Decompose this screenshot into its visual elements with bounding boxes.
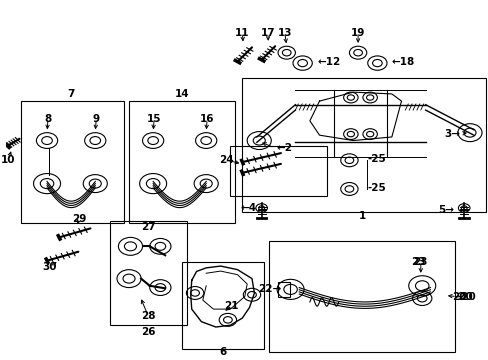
Text: 27: 27 — [141, 222, 155, 231]
Text: 11: 11 — [235, 28, 249, 38]
Bar — [129, 101, 235, 223]
Text: ←2: ←2 — [276, 143, 291, 153]
Bar — [182, 262, 264, 348]
Text: 19: 19 — [350, 28, 365, 38]
Text: 7: 7 — [67, 89, 74, 99]
Text: 29: 29 — [72, 215, 86, 224]
Bar — [268, 241, 454, 352]
Bar — [109, 221, 186, 325]
Text: 13: 13 — [277, 28, 291, 38]
Text: -25: -25 — [367, 183, 386, 193]
Text: 5→: 5→ — [438, 206, 454, 216]
Text: 21: 21 — [224, 301, 239, 311]
Text: -20: -20 — [457, 292, 476, 302]
Bar — [242, 78, 485, 212]
Text: 24: 24 — [219, 155, 234, 165]
Bar — [230, 146, 326, 196]
Text: -20: -20 — [454, 292, 472, 302]
Text: ←12: ←12 — [316, 57, 340, 67]
Text: 6: 6 — [219, 347, 226, 357]
Text: 23: 23 — [410, 257, 425, 267]
Text: 26: 26 — [141, 327, 155, 337]
Text: ←18: ←18 — [391, 57, 414, 67]
Text: 23: 23 — [413, 257, 427, 267]
Text: 1: 1 — [359, 211, 366, 221]
Text: 8: 8 — [44, 114, 52, 124]
Text: ←4: ←4 — [240, 203, 256, 213]
Text: 16: 16 — [200, 114, 214, 124]
Text: 9: 9 — [93, 114, 100, 124]
Text: 14: 14 — [174, 89, 189, 99]
Text: 22→: 22→ — [257, 284, 281, 294]
Text: 17: 17 — [260, 28, 275, 38]
Bar — [20, 101, 124, 223]
Bar — [277, 282, 289, 297]
Text: 15: 15 — [146, 114, 161, 124]
Text: 3→: 3→ — [444, 130, 459, 139]
Text: 28: 28 — [141, 311, 155, 321]
Text: 30: 30 — [42, 262, 57, 272]
Text: -25: -25 — [367, 154, 386, 164]
Text: 10: 10 — [1, 155, 16, 165]
Text: 20: 20 — [451, 292, 466, 302]
